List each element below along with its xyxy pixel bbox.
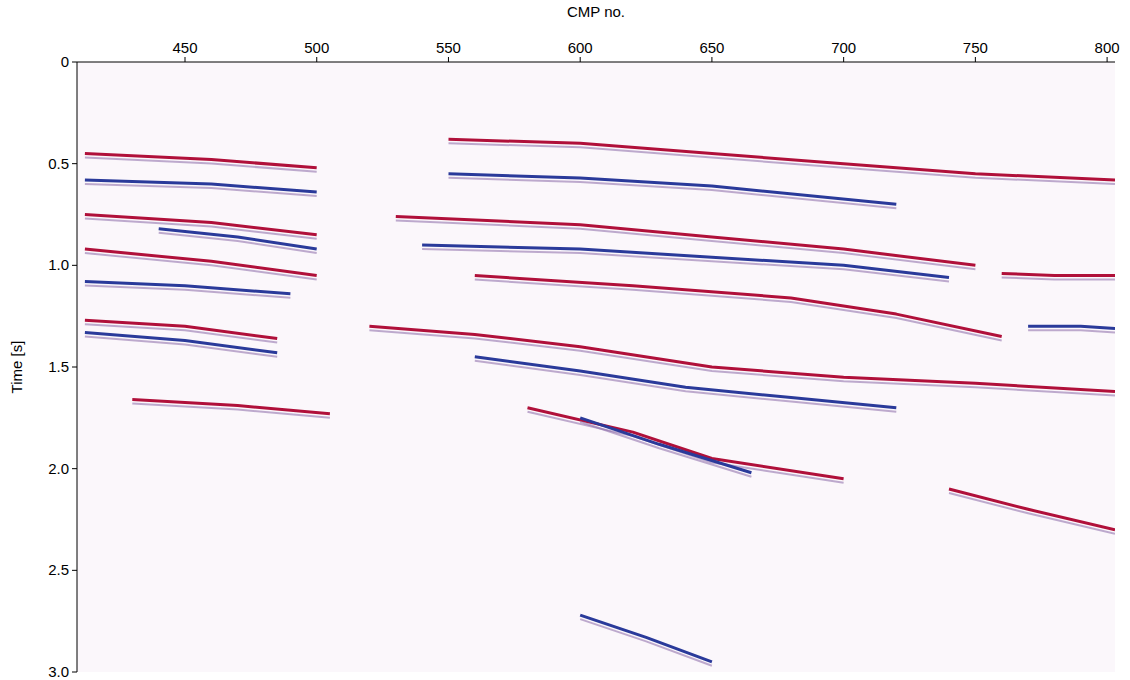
wavelet-side	[580, 422, 751, 477]
y-axis-title: Time [s]	[8, 341, 25, 394]
reflector	[396, 217, 976, 266]
y-tick	[72, 570, 77, 571]
plot-background	[77, 62, 1115, 672]
reflector	[580, 615, 712, 662]
reflector	[528, 408, 844, 479]
chart: 450 500 550 600 650 700 750 800 0 0.5 1.0 1.5 2.0 2.5…	[0, 0, 1130, 680]
wavelet-side	[1002, 278, 1115, 280]
y-tick-label: 0.5	[48, 155, 69, 172]
y-tick	[72, 672, 77, 673]
reflector	[1028, 326, 1115, 328]
wavelet-side	[85, 253, 317, 279]
x-tick	[580, 57, 581, 62]
reflector	[85, 249, 317, 275]
reflector	[422, 245, 949, 278]
y-tick-label: 1.5	[48, 358, 69, 375]
reflector	[85, 180, 317, 192]
reflector	[475, 276, 1002, 337]
reflector	[475, 357, 897, 408]
reflector	[449, 174, 897, 205]
x-tick-label: 700	[831, 39, 856, 56]
reflector	[132, 400, 330, 414]
x-tick	[843, 57, 844, 62]
y-tick-label: 2.0	[48, 460, 69, 477]
reflector	[1002, 274, 1115, 276]
wavelet-side	[475, 280, 1002, 341]
y-tick-label: 3.0	[48, 663, 69, 680]
reflector	[580, 418, 751, 473]
reflector	[85, 332, 277, 352]
x-tick-label: 600	[568, 39, 593, 56]
reflector	[85, 154, 317, 168]
x-tick	[185, 57, 186, 62]
wavelet-side	[396, 221, 976, 270]
y-tick-label: 2.5	[48, 561, 69, 578]
y-tick	[72, 265, 77, 266]
wavelet-side	[580, 619, 712, 666]
x-tick-label: 550	[436, 39, 461, 56]
x-tick-label: 450	[172, 39, 197, 56]
x-tick-label: 800	[1095, 39, 1120, 56]
reflectors	[85, 139, 1115, 666]
reflector	[85, 282, 291, 294]
y-tick	[72, 163, 77, 164]
wavelet-side	[1028, 330, 1115, 332]
y-tick-label: 1.0	[48, 256, 69, 273]
y-tick	[72, 367, 77, 368]
x-tick	[711, 57, 712, 62]
y-tick	[72, 62, 77, 63]
reflector	[949, 489, 1115, 530]
x-axis-line	[77, 62, 1115, 63]
x-tick	[975, 57, 976, 62]
x-tick-label: 750	[963, 39, 988, 56]
x-tick-label: 650	[699, 39, 724, 56]
x-tick-label: 500	[304, 39, 329, 56]
wavelet-side	[949, 493, 1115, 534]
reflector	[449, 139, 1116, 180]
x-tick	[448, 57, 449, 62]
x-axis-title: CMP no.	[567, 3, 625, 20]
reflector	[159, 229, 317, 249]
x-tick	[1107, 57, 1108, 62]
x-tick	[316, 57, 317, 62]
y-tick	[72, 468, 77, 469]
y-tick-label: 0	[61, 53, 69, 70]
